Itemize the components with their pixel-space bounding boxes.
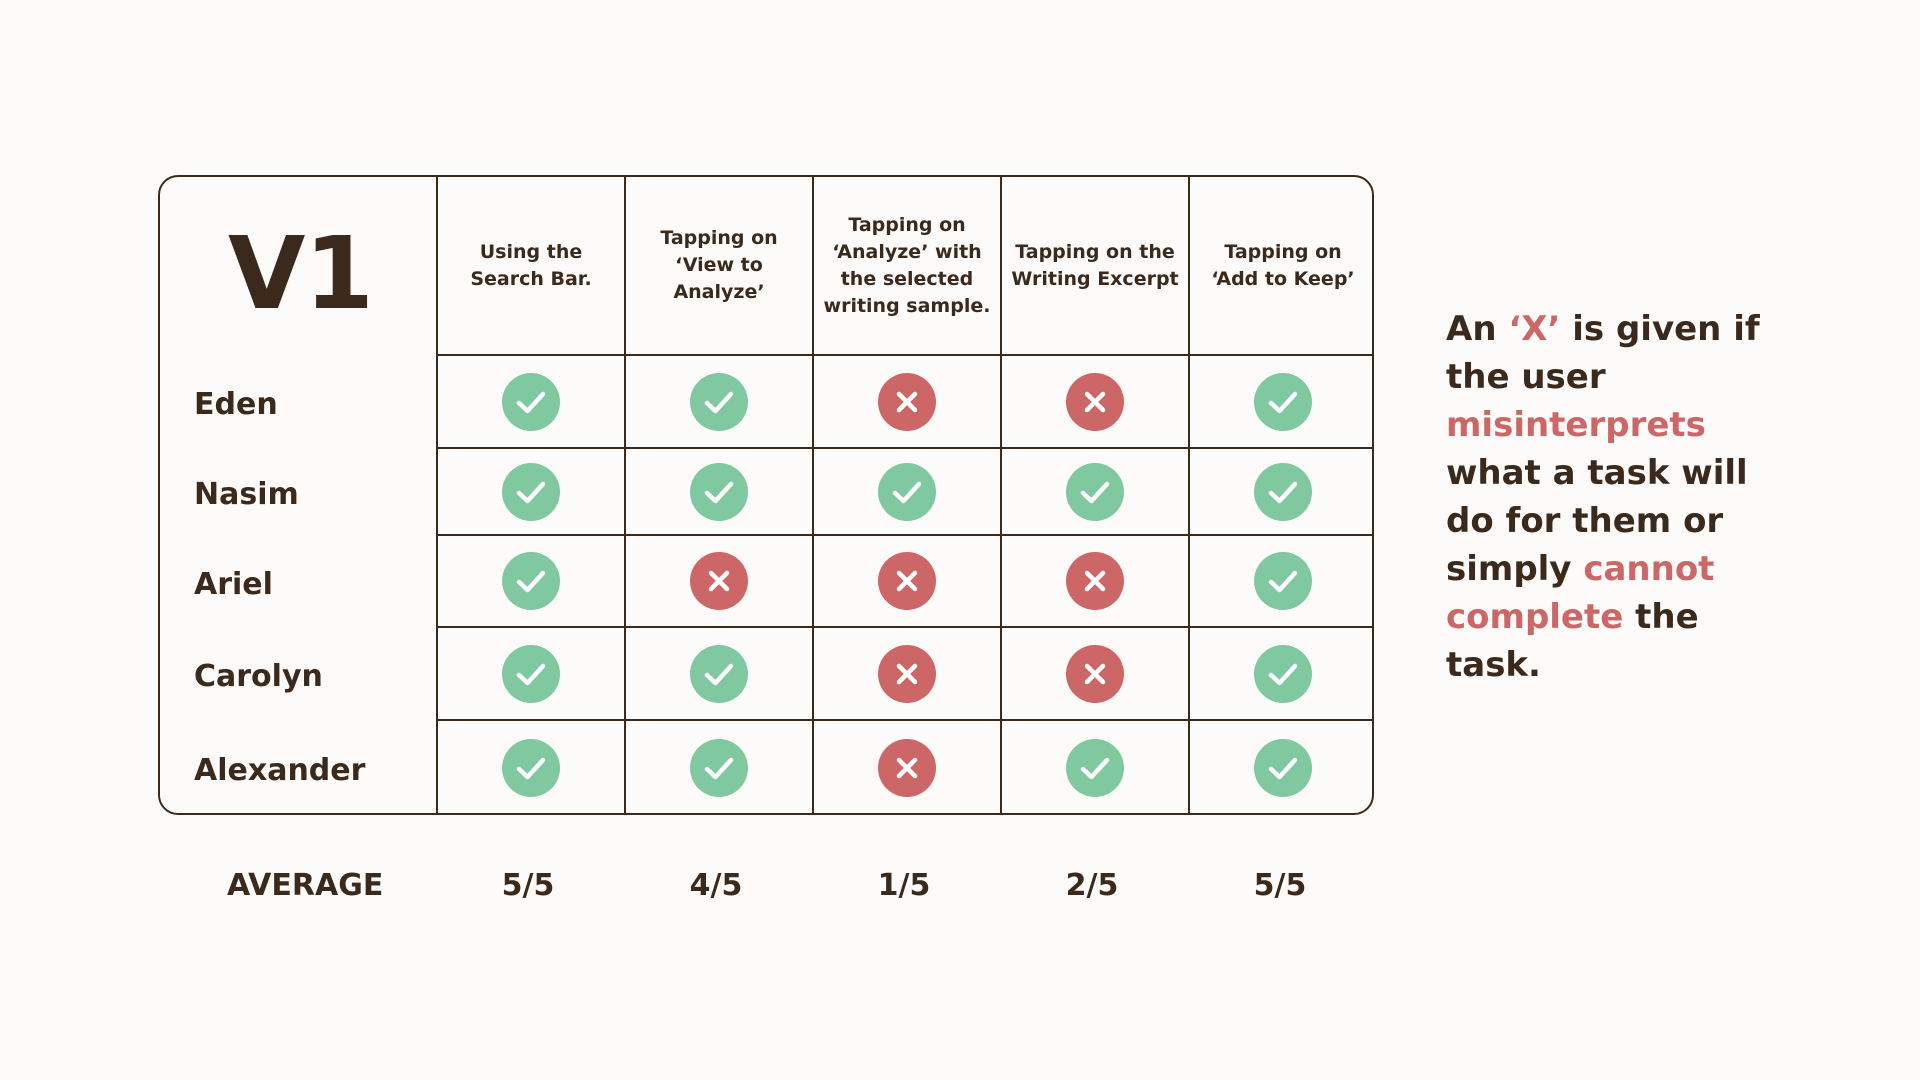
check-circle-icon (1254, 552, 1312, 610)
x-circle-icon (1066, 552, 1124, 610)
result-cell (1000, 626, 1188, 719)
x-circle-icon (1066, 644, 1124, 703)
note-highlight-x: ‘X’ (1508, 309, 1561, 349)
participant-name: Alexander (194, 753, 366, 788)
check-circle-icon (502, 644, 560, 703)
note-text: is given if the user (1446, 309, 1760, 397)
result-cell (812, 447, 1000, 534)
x-circle-icon (1066, 372, 1124, 431)
check-circle-icon (502, 738, 560, 797)
note-text: the task. (1446, 597, 1699, 685)
average-value: 2/5 (1065, 867, 1119, 903)
result-cell (1188, 534, 1372, 626)
average-value: 4/5 (689, 867, 743, 903)
average-row: AVERAGE 5/5 4/5 1/5 2/5 5/5 (158, 860, 1374, 910)
result-cell (812, 719, 1000, 813)
result-cell (1188, 354, 1372, 447)
check-circle-icon (502, 372, 560, 431)
column-header-search-bar: Using the Search Bar. (436, 177, 624, 354)
check-circle-icon (1254, 462, 1312, 521)
check-circle-icon (1066, 738, 1124, 797)
average-value: 1/5 (877, 867, 931, 903)
result-cell (436, 354, 624, 447)
result-cell (436, 534, 624, 626)
participant-name: Nasim (194, 477, 299, 512)
x-circle-icon (878, 372, 936, 431)
check-circle-icon (502, 552, 560, 610)
check-circle-icon (1254, 644, 1312, 703)
check-circle-icon (690, 738, 748, 797)
x-circle-icon (878, 552, 936, 610)
result-cell (1000, 354, 1188, 447)
average-label: AVERAGE (227, 867, 384, 903)
column-header-view-to-analyze: Tapping on ‘View to Analyze’ (624, 177, 812, 354)
result-cell (624, 626, 812, 719)
check-circle-icon (878, 462, 936, 521)
average-value: 5/5 (1253, 867, 1307, 903)
result-cell (1000, 447, 1188, 534)
result-cell (1188, 626, 1372, 719)
results-table: V1 Using the Search Bar. Tapping on ‘Vie… (158, 175, 1374, 815)
check-circle-icon (1254, 738, 1312, 797)
scoring-note: An ‘X’ is given if the user misinterpret… (1446, 305, 1766, 689)
participant-name: Eden (194, 387, 278, 422)
note-text: what a task will do for them or simply (1446, 453, 1748, 589)
column-header-analyze-sample: Tapping on ‘Analyze’ with the selected w… (812, 177, 1000, 354)
result-cell (1000, 719, 1188, 813)
column-header-writing-excerpt: Tapping on the Writing Excerpt (1000, 177, 1188, 354)
result-cell (436, 719, 624, 813)
result-cell (436, 626, 624, 719)
x-circle-icon (878, 738, 936, 797)
check-circle-icon (502, 462, 560, 521)
result-cell (1188, 447, 1372, 534)
result-cell (1000, 534, 1188, 626)
note-text: An (1446, 309, 1509, 349)
note-highlight-misinterprets: misinterprets (1446, 405, 1706, 445)
check-circle-icon (690, 462, 748, 521)
participant-name: Ariel (194, 566, 273, 602)
x-circle-icon (878, 644, 936, 703)
check-circle-icon (690, 644, 748, 703)
result-cell (624, 719, 812, 813)
result-cell (1188, 719, 1372, 813)
result-cell (812, 626, 1000, 719)
result-cell (812, 354, 1000, 447)
participant-name: Carolyn (194, 659, 323, 694)
result-cell (812, 534, 1000, 626)
result-cell (624, 534, 812, 626)
note-highlight-cannot-complete: cannot complete (1446, 549, 1715, 637)
check-circle-icon (1066, 462, 1124, 521)
x-circle-icon (690, 552, 748, 610)
average-value: 5/5 (501, 867, 555, 903)
version-label: V1 (228, 215, 374, 332)
result-cell (624, 354, 812, 447)
check-circle-icon (690, 372, 748, 431)
result-cell (436, 447, 624, 534)
column-header-add-to-keep: Tapping on ‘Add to Keep’ (1188, 177, 1372, 354)
result-cell (624, 447, 812, 534)
check-circle-icon (1254, 372, 1312, 431)
